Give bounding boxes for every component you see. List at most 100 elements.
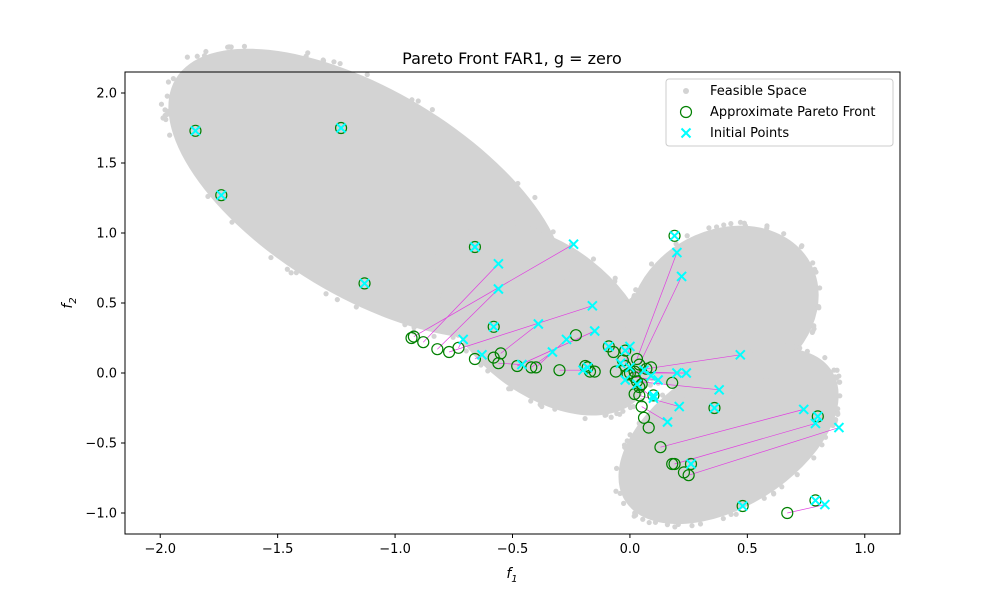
feasible-dot (411, 324, 417, 331)
feasible-dot (284, 266, 290, 272)
optimization-path (498, 362, 522, 365)
feasible-dot (835, 411, 841, 417)
feasible-dot (624, 438, 630, 444)
feasible-dot (622, 444, 628, 450)
initial-point (533, 318, 544, 330)
legend-initial-marker (680, 127, 692, 139)
feasible-dot (241, 43, 248, 49)
feasible-dot (288, 270, 294, 276)
pareto-front-markers (189, 121, 824, 520)
initial-point (810, 418, 821, 429)
initial-point (798, 404, 809, 415)
legend: Feasible Space Approximate Pareto Front … (665, 78, 894, 147)
feasible-dot (226, 44, 232, 50)
feasible-dot (792, 343, 799, 350)
initial-point (335, 122, 347, 134)
feasible-dot (799, 243, 805, 249)
initial-point (476, 349, 488, 361)
feasible-dot (506, 221, 512, 227)
feasible-dot (165, 79, 172, 85)
feasible-dot (449, 324, 455, 330)
initial-point (812, 411, 824, 422)
y-axis-ticks: −1.0 −0.5 0.0 0.5 1.0 1.5 2.0 (85, 87, 125, 522)
feasible-dot (744, 386, 750, 392)
feasible-dot (822, 434, 829, 440)
initial-point (810, 495, 821, 506)
feasible-dot (720, 515, 726, 522)
initial-point (624, 362, 636, 373)
initial-point (669, 230, 680, 242)
feasible-dot (633, 287, 639, 293)
feasible-dot (646, 519, 652, 526)
pareto-point (468, 240, 482, 254)
pareto-point (215, 189, 228, 202)
initial-point (648, 392, 659, 404)
initial-point (547, 346, 558, 358)
feasible-dot (822, 355, 828, 361)
pareto-point (189, 124, 202, 137)
x-tick-label: −1.0 (379, 542, 411, 557)
feasible-dot (402, 322, 408, 328)
initial-point (615, 357, 626, 369)
pareto-point (602, 340, 615, 353)
feasible-dot (532, 194, 538, 201)
feasible-dot (158, 101, 165, 107)
initial-point (652, 374, 664, 386)
feasible-space-region (158, 43, 843, 530)
feasible-dot (640, 516, 646, 522)
feasible-dot (731, 391, 737, 397)
initial-point (568, 238, 579, 250)
pareto-point (494, 347, 507, 360)
feasible-dot (565, 278, 571, 284)
optimization-path (448, 305, 593, 353)
optimization-path (423, 263, 499, 343)
feasible-dot (323, 291, 329, 297)
feasible-dot (555, 311, 561, 317)
feasible-dot (434, 253, 441, 259)
feasible-dot (534, 329, 540, 335)
pareto-point (628, 365, 641, 378)
pareto-point (487, 320, 500, 333)
feasible-dot (184, 54, 190, 60)
feasible-dot (750, 347, 756, 354)
feasible-dot (713, 224, 720, 230)
feasible-dot (764, 225, 770, 231)
feasible-dot (293, 270, 299, 276)
x-tick-label: −2.0 (144, 542, 176, 557)
y-tick-label: 1.0 (96, 227, 117, 242)
feasible-dot (648, 343, 654, 349)
pareto-point (628, 387, 641, 401)
feasible-dot (631, 513, 637, 519)
feasible-dot (627, 334, 633, 340)
pareto-point (431, 343, 444, 356)
initial-point (648, 390, 659, 401)
feasible-dot (463, 348, 469, 354)
feasible-dot (608, 414, 614, 420)
y-axis-label: f2 (60, 297, 79, 308)
pareto-point (417, 336, 430, 349)
feasible-dot (478, 362, 484, 368)
initial-point (561, 334, 572, 345)
feasible-dot (706, 225, 712, 231)
feasible-dot (320, 57, 326, 63)
initial-point (620, 374, 631, 386)
y-tick-label: 2.0 (96, 87, 117, 102)
feasible-dot (268, 254, 274, 261)
feasible-dot (811, 323, 817, 329)
feasible-dot (659, 392, 666, 398)
feasible-dot (160, 115, 166, 121)
feasible-dot (450, 334, 456, 340)
feasible-dot (445, 239, 451, 246)
pareto-point (736, 499, 749, 513)
feasible-dot (651, 347, 657, 353)
feasible-dot (436, 288, 442, 294)
pareto-point (468, 352, 482, 366)
pareto-point (647, 389, 660, 402)
feasible-dot (613, 488, 619, 494)
feasible-dot (512, 219, 519, 226)
chart-title: Pareto Front FAR1, g = zero (402, 49, 622, 68)
feasible-dot (203, 48, 209, 55)
feasible-dot (675, 521, 681, 527)
initial-point (216, 189, 227, 201)
x-axis-label-subscript: 1 (511, 574, 517, 585)
